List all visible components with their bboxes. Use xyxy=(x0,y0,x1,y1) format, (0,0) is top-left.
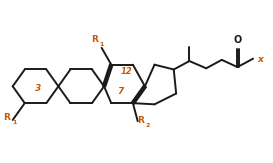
Text: x: x xyxy=(257,55,263,64)
Text: 2: 2 xyxy=(146,123,150,128)
Text: 3: 3 xyxy=(35,84,41,93)
Text: R: R xyxy=(137,116,144,125)
Text: O: O xyxy=(233,35,242,45)
Text: R: R xyxy=(3,113,10,122)
Text: 1: 1 xyxy=(100,42,104,47)
Text: 7: 7 xyxy=(118,87,124,96)
Text: R: R xyxy=(91,35,98,44)
Text: 12: 12 xyxy=(121,67,133,76)
Text: 1: 1 xyxy=(12,120,16,125)
